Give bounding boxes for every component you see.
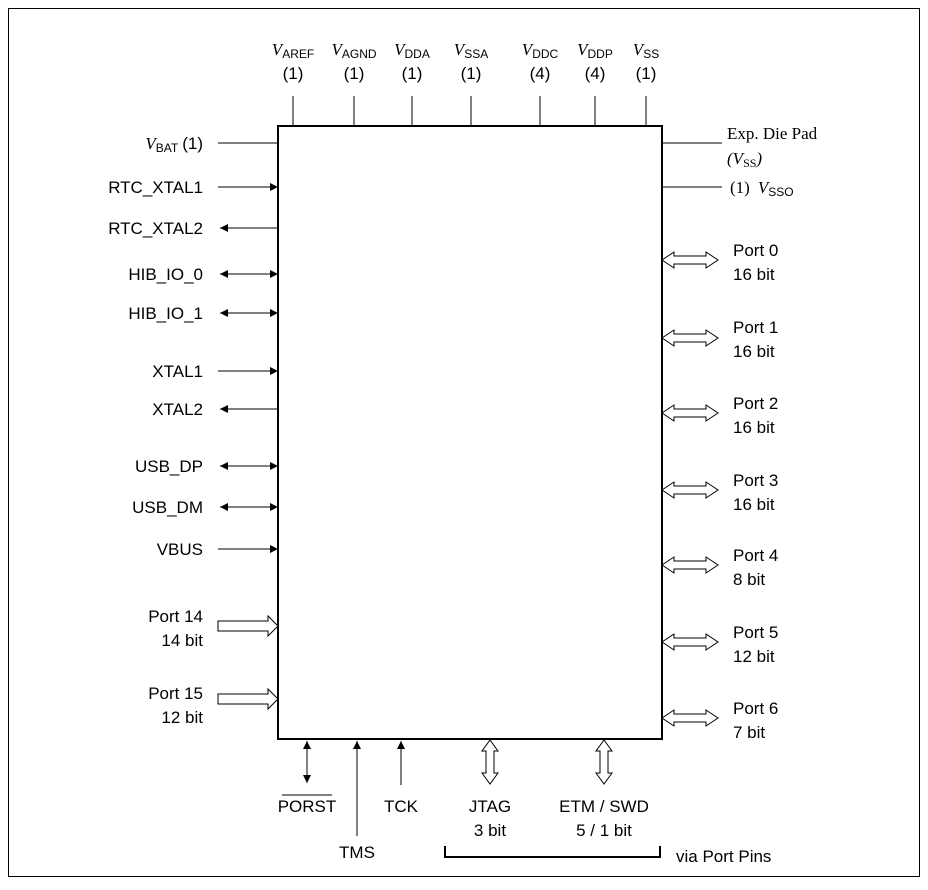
pin-tck-label: TCK	[384, 797, 419, 816]
pin-vddp-label: VDDP	[577, 40, 613, 61]
port15-arrow	[217, 687, 279, 711]
pin-vagnd-label: VAGND	[331, 40, 376, 61]
vsso-label: (1) VSSO	[730, 178, 794, 199]
pin-hib-io-1-label: HIB_IO_1	[128, 304, 203, 323]
pin-vdda-label: VDDA	[394, 40, 430, 61]
bottom-hollow-arrows	[481, 739, 613, 785]
port6-arrow	[661, 709, 719, 727]
port5-name: Port 5	[733, 623, 778, 642]
pin-porst-label: PORST	[278, 797, 337, 816]
etm-swd-width: 5 / 1 bit	[576, 821, 632, 840]
left-pins	[218, 142, 278, 553]
port1-arrow	[661, 329, 719, 347]
port14-name: Port 14	[148, 607, 203, 626]
port3-width: 16 bit	[733, 495, 775, 514]
port6-name: Port 6	[733, 699, 778, 718]
port14-width: 14 bit	[161, 631, 203, 650]
port0-arrow	[661, 251, 719, 269]
port4-width: 8 bit	[733, 570, 765, 589]
top-pin-lines	[292, 96, 647, 126]
jtag-width: 3 bit	[474, 821, 506, 840]
pin-rtc-xtal2-label: RTC_XTAL2	[108, 219, 203, 238]
outer-frame	[8, 8, 920, 877]
left-pin-labels: VBAT (1) RTC_XTAL1 RTC_XTAL2 HIB_IO_0 HIB…	[108, 134, 203, 727]
pin-xtal1-label: XTAL1	[152, 362, 203, 381]
port0-name: Port 0	[733, 241, 778, 260]
top-pin-labels: VAREF (1) VAGND (1) VDDA (1) VSSA (1) VD…	[272, 40, 659, 83]
pin-vbus-label: VBUS	[157, 540, 203, 559]
exp-die-pad-label: Exp. Die Pad	[727, 124, 818, 143]
pin-tms-label: TMS	[339, 843, 375, 862]
port1-width: 16 bit	[733, 342, 775, 361]
via-port-pins-bracket	[444, 846, 661, 858]
port15-width: 12 bit	[161, 708, 203, 727]
pin-vddp-count: (4)	[585, 64, 606, 83]
pin-vbat-label: VBAT (1)	[145, 134, 203, 155]
port3-arrow	[661, 481, 719, 499]
port14-arrow	[217, 614, 279, 638]
pin-vss-count: (1)	[636, 64, 657, 83]
pin-vdda-count: (1)	[402, 64, 423, 83]
pin-vssa-label: VSSA	[454, 40, 488, 61]
jtag-name: JTAG	[469, 797, 511, 816]
right-pin-labels: Exp. Die Pad (VSS) (1) VSSO Port 0 16 bit…	[727, 124, 818, 742]
pin-xtal2-label: XTAL2	[152, 400, 203, 419]
pin-hib-io-0-label: HIB_IO_0	[128, 265, 203, 284]
pin-vagnd-count: (1)	[344, 64, 365, 83]
bottom-pin-labels: PORST TMS TCK JTAG 3 bit ETM / SWD 5 / 1…	[278, 794, 771, 866]
pin-vddc-label: VDDC	[522, 40, 559, 61]
exp-die-pad-vss: (VSS)	[727, 149, 762, 170]
left-port-arrows	[217, 614, 279, 711]
bottom-pin-lines	[303, 741, 405, 836]
jtag-arrow	[481, 739, 499, 785]
port15-name: Port 15	[148, 684, 203, 703]
port4-arrow	[661, 556, 719, 574]
port4-name: Port 4	[733, 546, 778, 565]
pin-vssa-count: (1)	[461, 64, 482, 83]
etm-swd-arrow	[595, 739, 613, 785]
port1-name: Port 1	[733, 318, 778, 337]
pin-usb-dp-label: USB_DP	[135, 457, 203, 476]
pin-vddc-count: (4)	[530, 64, 551, 83]
pin-varef-label: VAREF	[272, 40, 314, 61]
port6-width: 7 bit	[733, 723, 765, 742]
port0-width: 16 bit	[733, 265, 775, 284]
port2-name: Port 2	[733, 394, 778, 413]
right-pin-lines	[662, 142, 722, 188]
etm-swd-name: ETM / SWD	[559, 797, 649, 816]
via-port-pins-label: via Port Pins	[676, 847, 771, 866]
port2-width: 16 bit	[733, 418, 775, 437]
pin-vss-label: VSS	[633, 40, 659, 61]
pin-usb-dm-label: USB_DM	[132, 498, 203, 517]
port3-name: Port 3	[733, 471, 778, 490]
chip-body	[277, 125, 663, 740]
pin-rtc-xtal1-label: RTC_XTAL1	[108, 178, 203, 197]
port5-width: 12 bit	[733, 647, 775, 666]
port2-arrow	[661, 404, 719, 422]
pin-varef-count: (1)	[283, 64, 304, 83]
right-port-arrows	[661, 251, 719, 727]
port5-arrow	[661, 633, 719, 651]
